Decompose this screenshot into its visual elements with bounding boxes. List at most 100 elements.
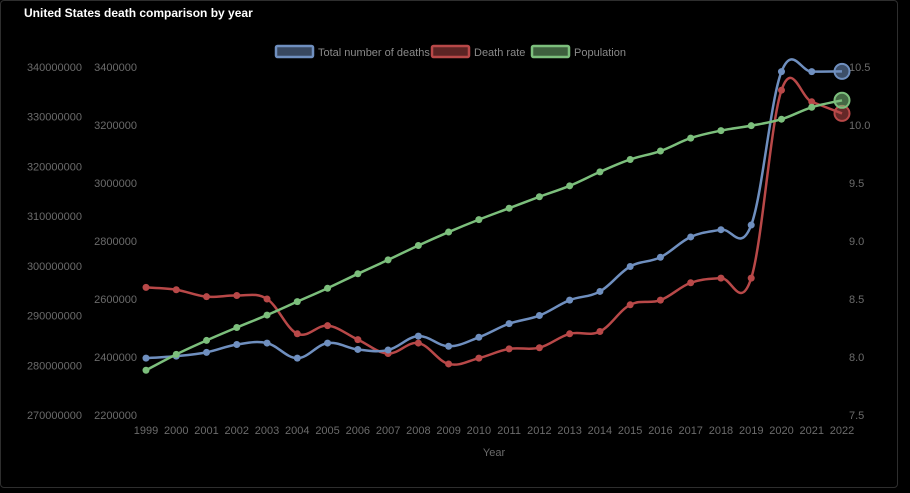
legend-swatch-population [530,44,571,59]
y_rate-tick-label: 9.5 [849,178,864,190]
population-point [445,228,453,236]
population-point [808,103,816,111]
y_pop-tick-label: 300000000 [27,261,82,273]
total-number-of-deaths-point [717,226,725,234]
death-rate-point [596,327,604,335]
population-point [747,122,755,130]
total-number-of-deaths-point [835,64,849,79]
total-number-of-deaths-point [535,312,543,320]
total-number-of-deaths-point [233,341,241,349]
legend-label-total-number-of-deaths: Total number of deaths [318,47,430,59]
population-point [233,324,241,332]
x-tick-label: 2015 [618,425,642,437]
total-number-of-deaths-point [808,68,816,76]
x-tick-label: 2017 [678,425,702,437]
y_pop-tick-label: 290000000 [27,311,82,323]
total-number-of-deaths-point [475,333,483,341]
legend-label-death-rate: Death rate [474,47,525,59]
x-tick-label: 2011 [497,425,521,437]
x-tick-label: 2005 [315,425,339,437]
x-tick-label: 2001 [194,425,218,437]
population-point [142,366,150,374]
total-number-of-deaths-point [656,253,664,261]
population-point [566,182,574,190]
death-rate-point [142,283,150,291]
x-tick-label: 2021 [799,425,823,437]
total-number-of-deaths-point [626,263,634,271]
x-tick-label: 2010 [467,425,491,437]
legend-swatch-total-number-of-deaths [274,44,315,59]
death-rate-point [172,286,180,294]
population-point [203,336,211,344]
population-point [414,241,422,249]
x-tick-label: 2012 [527,425,551,437]
total-number-of-deaths-point [293,354,301,362]
total-number-of-deaths-point-highlight [833,62,851,80]
y_rate-tick-label: 9.0 [849,236,864,248]
total-number-of-deaths-point [445,342,453,350]
population-point [626,155,634,163]
total-number-of-deaths-point [777,68,785,76]
x-tick-label: 2013 [557,425,581,437]
x-tick-label: 2009 [436,425,460,437]
population-point [596,168,604,176]
death-rate-point [263,295,271,303]
x-tick-label: 2014 [588,425,612,437]
death-rate-point [835,106,849,121]
legend-label-population: Population [574,47,626,59]
x-tick-label: 2008 [406,425,430,437]
population-point [475,216,483,224]
x-axis-title: Year [483,447,506,459]
y_deaths-tick-label: 2600000 [94,294,137,306]
death-rate-point [203,293,211,301]
death-rate-point [747,274,755,282]
death-rate-point [535,344,543,352]
y_pop-tick-label: 280000000 [27,360,82,372]
x-tick-label: 2000 [164,425,188,437]
y_deaths-tick-label: 2800000 [94,236,137,248]
legend-swatch-death-rate [430,44,471,59]
death-rate-point [777,86,785,94]
population-point [535,193,543,201]
death-rate-point [505,345,513,353]
x-tick-label: 2006 [346,425,370,437]
y_deaths-tick-label: 3400000 [94,62,137,74]
population-point [354,270,362,278]
x-tick-label: 2016 [648,425,672,437]
death-rate-point [656,296,664,304]
y_deaths-tick-label: 2400000 [94,352,137,364]
death-rate-point [233,292,241,300]
death-rate-point [445,360,453,368]
population-point [717,127,725,135]
x-tick-label: 2022 [830,425,854,437]
population-point [172,350,180,358]
death-rate-point [687,279,695,287]
population-point [505,204,513,212]
population-point [656,147,664,155]
total-number-of-deaths-line [145,58,843,360]
chart-frame [0,0,898,488]
total-number-of-deaths-point [142,354,150,362]
y_deaths-tick-label: 3000000 [94,178,137,190]
y_pop-tick-label: 330000000 [27,112,82,124]
x-tick-label: 1999 [134,425,158,437]
y_pop-tick-label: 270000000 [27,410,82,422]
y_rate-tick-label: 10.0 [849,120,870,132]
x-tick-label: 2002 [225,425,249,437]
population-point [293,298,301,306]
chart-title: United States death comparison by year [24,6,253,20]
y_rate-tick-label: 10.5 [849,62,870,74]
death-rate-point [354,336,362,344]
y_deaths-tick-label: 3200000 [94,120,137,132]
population-point [777,115,785,123]
x-tick-label: 2020 [769,425,793,437]
total-number-of-deaths-point [354,345,362,353]
population-point [835,93,849,108]
y_rate-tick-label: 7.5 [849,410,864,422]
population-point [687,134,695,142]
population-point-highlight [833,91,851,109]
y_rate-tick-label: 8.5 [849,294,864,306]
y_deaths-tick-label: 2200000 [94,410,137,422]
x-tick-label: 2019 [739,425,763,437]
